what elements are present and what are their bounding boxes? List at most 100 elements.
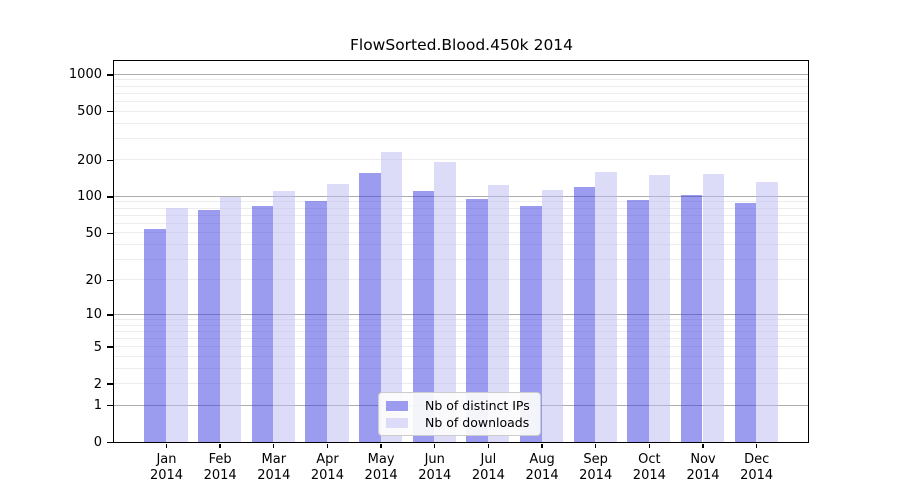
bar-downloads	[219, 197, 242, 442]
gridline-minor	[114, 159, 808, 161]
y-tick-mark	[107, 383, 113, 385]
plot-area: Nb of distinct IPs Nb of downloads	[113, 60, 809, 443]
y-tick-mark	[107, 74, 113, 76]
gridline-major	[114, 313, 808, 315]
x-tick-mark	[541, 444, 543, 448]
legend-label: Nb of distinct IPs	[425, 398, 530, 413]
y-tick-mark	[107, 159, 113, 161]
legend: Nb of distinct IPs Nb of downloads	[378, 392, 541, 436]
gridline-minor	[114, 318, 808, 320]
year-label: 2014	[257, 468, 291, 483]
y-axis-tick-label: 200	[77, 152, 102, 168]
y-tick-mark	[107, 279, 113, 282]
x-axis-tick-label: Sep 2014	[569, 452, 623, 484]
bar-distinct-ips	[251, 206, 274, 442]
month-label: Sep	[583, 452, 608, 467]
gridline-minor	[114, 100, 808, 102]
month-label: Dec	[744, 452, 770, 467]
gridline-minor	[114, 85, 808, 87]
month-label: Apr	[316, 452, 339, 467]
gridline-minor	[114, 79, 808, 81]
x-axis-tick-label: Apr 2014	[300, 452, 354, 484]
bar-downloads	[595, 171, 617, 442]
chart-title: FlowSorted.Blood.450k 2014	[349, 36, 574, 54]
bar-distinct-ips	[198, 210, 220, 442]
year-label: 2014	[149, 468, 184, 483]
x-axis-tick-label: Aug 2014	[515, 452, 569, 484]
legend-item-distinct-ips: Nb of distinct IPs	[386, 397, 530, 414]
bar-downloads	[380, 152, 403, 442]
gridline-minor	[114, 330, 808, 332]
bar-distinct-ips	[466, 198, 488, 442]
x-tick-mark	[219, 444, 221, 448]
month-label: Jun	[424, 452, 445, 467]
bar-downloads	[756, 181, 778, 442]
y-axis-tick-label: 500	[77, 104, 102, 120]
year-label: 2014	[740, 468, 774, 483]
bar-distinct-ips	[144, 228, 166, 442]
x-axis-tick-label: Oct 2014	[622, 452, 676, 484]
x-axis-tick-label: Jan 2014	[140, 452, 194, 484]
y-axis-tick-label: 5	[93, 339, 102, 355]
bar-distinct-ips	[305, 201, 327, 442]
month-label: Oct	[638, 452, 661, 467]
bar-distinct-ips	[519, 206, 542, 442]
legend-label: Nb of downloads	[425, 415, 530, 430]
year-label: 2014	[310, 468, 344, 483]
x-tick-mark	[702, 444, 704, 448]
bar-downloads	[273, 191, 295, 442]
gridline-minor	[114, 232, 808, 234]
gridline-major	[114, 195, 808, 197]
gridline-minor	[114, 258, 808, 260]
month-label: Aug	[529, 452, 555, 467]
legend-swatch-distinct-ips	[386, 400, 408, 411]
y-axis-tick-label: 1000	[68, 67, 102, 83]
gridline-minor	[114, 324, 808, 326]
year-label: 2014	[418, 468, 452, 483]
year-label: 2014	[471, 468, 505, 483]
x-tick-mark	[595, 444, 597, 448]
gridline-minor	[114, 137, 808, 139]
month-label: Mar	[261, 452, 287, 467]
bar-downloads	[434, 162, 456, 442]
bar-downloads	[541, 190, 564, 442]
x-tick-mark	[755, 444, 758, 448]
month-label: May	[367, 452, 395, 467]
bar-distinct-ips	[734, 203, 757, 442]
gridline-minor	[114, 92, 808, 94]
gridline-major	[114, 73, 808, 75]
bar-distinct-ips	[680, 194, 703, 442]
gridline-minor	[114, 355, 808, 357]
bar-downloads	[326, 184, 349, 442]
year-label: 2014	[364, 468, 398, 483]
x-tick-mark	[648, 444, 651, 448]
month-label: Feb	[208, 452, 232, 467]
year-label: 2014	[686, 468, 720, 483]
x-tick-mark	[326, 444, 329, 448]
gridline-minor	[114, 122, 808, 124]
gridline-minor	[114, 243, 808, 245]
gridline-minor	[114, 222, 808, 224]
bar-distinct-ips	[359, 172, 381, 442]
x-tick-mark	[273, 444, 275, 448]
bar-distinct-ips	[412, 190, 435, 442]
bar-downloads	[648, 174, 671, 442]
x-axis-tick-label: Feb 2014	[193, 452, 247, 484]
y-axis-tick-label: 50	[85, 225, 102, 241]
month-label: Jan	[156, 452, 177, 467]
y-tick-mark	[107, 346, 113, 348]
gridline-minor	[114, 346, 808, 348]
bar-downloads	[702, 174, 725, 442]
y-tick-mark	[107, 196, 113, 198]
y-tick-mark	[107, 110, 113, 113]
y-axis-tick-label: 1	[93, 398, 102, 414]
bar-distinct-ips	[627, 200, 649, 442]
bar-downloads	[487, 185, 510, 442]
y-tick-mark	[107, 441, 113, 444]
year-label: 2014	[203, 468, 237, 483]
month-label: Jul	[480, 452, 497, 467]
y-axis-tick-label: 10	[85, 307, 102, 323]
gridline-minor	[114, 383, 808, 385]
month-label: Nov	[690, 452, 716, 467]
